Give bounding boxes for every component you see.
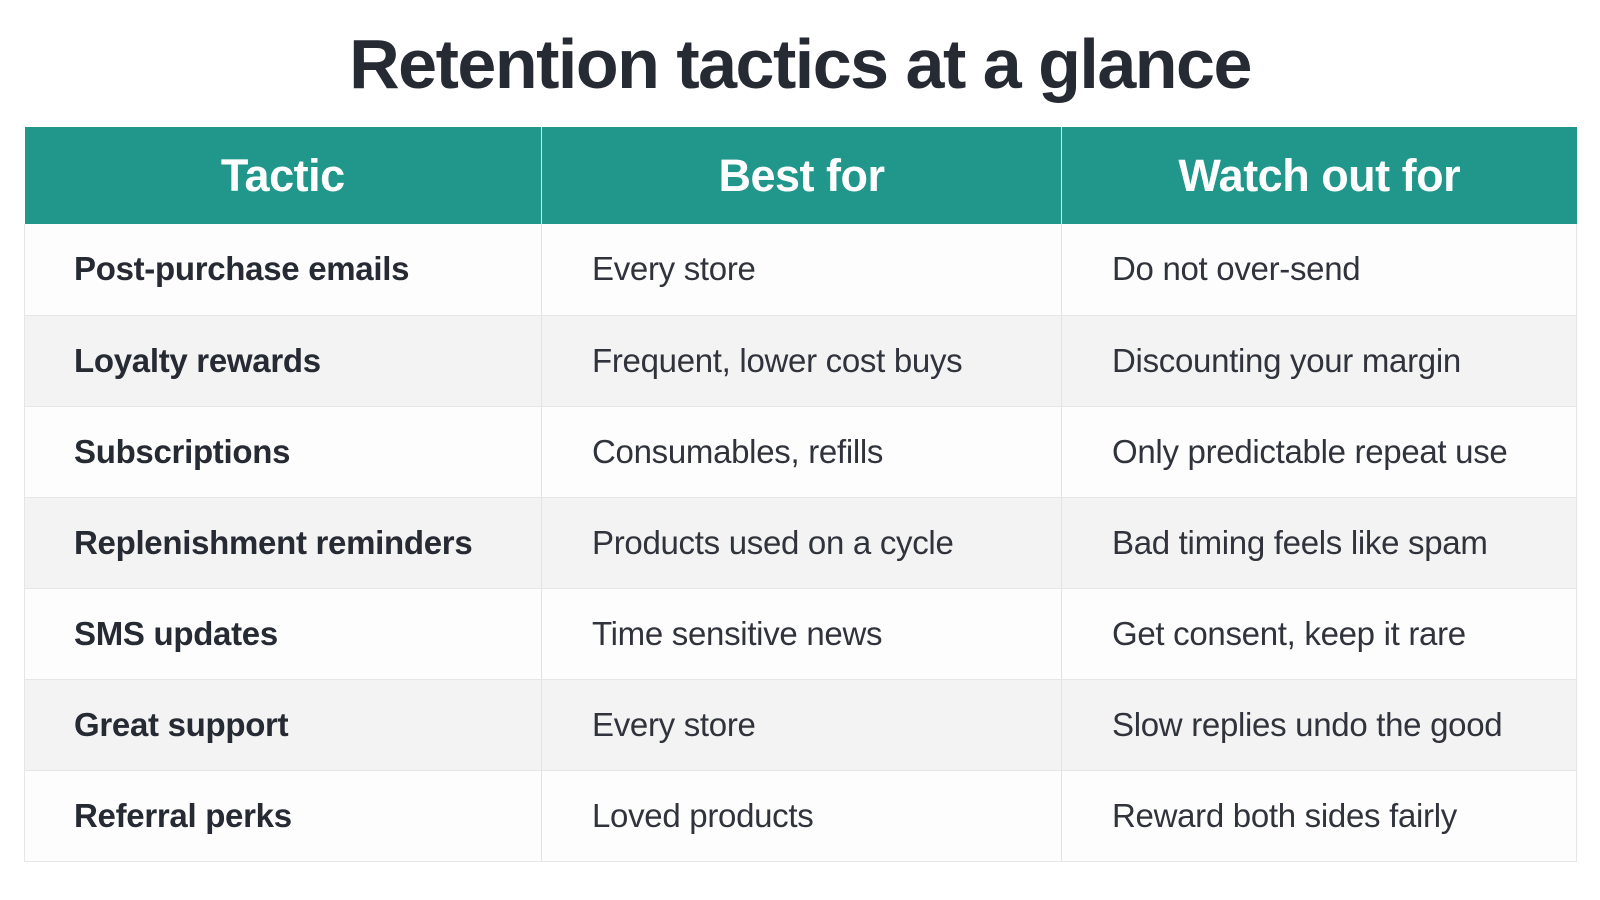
table-row: Referral perks Loved products Reward bot… [24, 770, 1577, 862]
watch-out-cell: Discounting your margin [1061, 315, 1577, 407]
watch-out-cell: Reward both sides fairly [1061, 770, 1577, 862]
best-for-cell: Loved products [541, 770, 1062, 862]
page-title: Retention tactics at a glance [349, 25, 1252, 103]
retention-tactics-table: Tactic Best for Watch out for Post-purch… [24, 127, 1577, 862]
best-for-cell: Every store [541, 679, 1062, 771]
table-row: Great support Every store Slow replies u… [24, 679, 1577, 771]
table-row: SMS updates Time sensitive news Get cons… [24, 588, 1577, 680]
table-header-row: Tactic Best for Watch out for [24, 127, 1577, 224]
best-for-cell: Every store [541, 224, 1062, 316]
best-for-cell: Consumables, refills [541, 406, 1062, 498]
table-row: Loyalty rewards Frequent, lower cost buy… [24, 315, 1577, 407]
watch-out-cell: Get consent, keep it rare [1061, 588, 1577, 680]
watch-out-cell: Slow replies undo the good [1061, 679, 1577, 771]
table-row: Subscriptions Consumables, refills Only … [24, 406, 1577, 498]
tactic-cell: Loyalty rewards [24, 315, 542, 407]
column-header-best-for: Best for [541, 127, 1062, 224]
watch-out-cell: Bad timing feels like spam [1061, 497, 1577, 589]
tactic-cell: Referral perks [24, 770, 542, 862]
column-header-tactic: Tactic [24, 127, 542, 224]
tactic-cell: Replenishment reminders [24, 497, 542, 589]
best-for-cell: Products used on a cycle [541, 497, 1062, 589]
tactic-cell: Subscriptions [24, 406, 542, 498]
best-for-cell: Frequent, lower cost buys [541, 315, 1062, 407]
best-for-cell: Time sensitive news [541, 588, 1062, 680]
tactic-cell: SMS updates [24, 588, 542, 680]
watch-out-cell: Do not over-send [1061, 224, 1577, 316]
watch-out-cell: Only predictable repeat use [1061, 406, 1577, 498]
column-header-watch-out-for: Watch out for [1178, 149, 1461, 201]
tactic-cell: Great support [24, 679, 542, 771]
tactic-cell: Post-purchase emails [24, 224, 542, 316]
table-row: Post-purchase emails Every store Do not … [24, 224, 1577, 316]
table-row: Replenishment reminders Products used on… [24, 497, 1577, 589]
